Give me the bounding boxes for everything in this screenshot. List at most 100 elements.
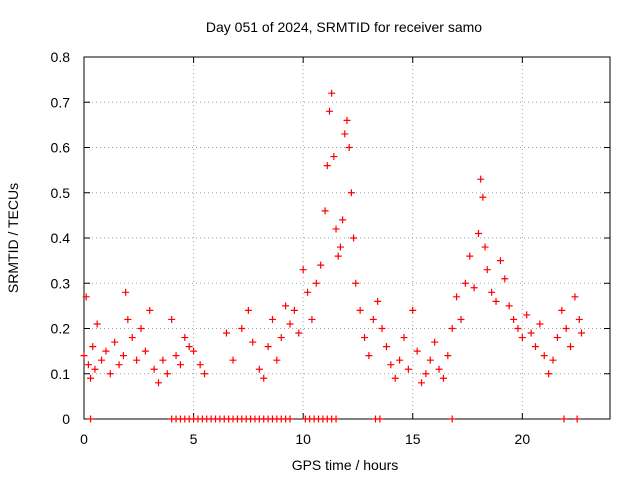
data-point — [461, 279, 469, 287]
y-tick-label: 0.5 — [51, 185, 71, 201]
data-point — [562, 325, 570, 332]
data-point — [282, 302, 290, 310]
y-tick-labels: 0 0.1 0.2 0.3 0.4 0.5 0.6 0.7 0.8 — [51, 49, 71, 427]
data-point — [84, 361, 92, 369]
data-point — [457, 315, 465, 323]
data-point — [560, 415, 568, 423]
data-point — [540, 352, 548, 360]
data-point — [514, 325, 522, 332]
data-point — [185, 343, 193, 351]
x-tick-label: 5 — [190, 431, 198, 447]
data-point — [106, 370, 114, 378]
axis-ticks — [83, 56, 610, 420]
data-point — [124, 315, 132, 323]
data-point — [244, 306, 252, 314]
data-point — [549, 356, 557, 364]
data-point — [308, 315, 316, 323]
data-point — [413, 347, 421, 355]
data-points — [80, 89, 586, 423]
data-point — [312, 279, 320, 287]
data-point — [255, 365, 263, 373]
data-point — [332, 225, 340, 233]
data-point — [510, 315, 518, 323]
data-point — [426, 356, 434, 364]
data-point — [453, 293, 461, 301]
data-point — [466, 252, 474, 260]
data-point — [571, 293, 579, 301]
data-point — [102, 347, 110, 355]
data-point — [501, 275, 509, 283]
data-point — [418, 379, 426, 387]
data-point — [260, 374, 268, 382]
data-point — [98, 356, 106, 364]
data-point — [150, 365, 158, 373]
data-point — [448, 325, 456, 332]
data-point — [391, 374, 399, 382]
data-point — [87, 415, 95, 423]
data-point — [470, 284, 478, 292]
x-axis-label: GPS time / hours — [292, 457, 399, 473]
data-point — [115, 361, 123, 369]
data-point — [325, 107, 333, 115]
plot-frame — [83, 56, 611, 420]
data-point — [229, 356, 237, 364]
data-point — [527, 329, 535, 337]
data-point — [496, 257, 504, 265]
chart-title: Day 051 of 2024, SRMTID for receiver sam… — [206, 19, 482, 35]
grid-lines — [84, 57, 610, 419]
y-tick-label: 0.2 — [51, 321, 71, 337]
data-point — [382, 343, 390, 351]
data-point — [249, 338, 257, 346]
data-point — [330, 153, 338, 161]
data-point — [396, 356, 404, 364]
data-point — [290, 306, 298, 314]
data-point — [435, 365, 443, 373]
y-tick-label: 0.1 — [51, 366, 71, 382]
data-point — [317, 261, 325, 269]
data-point — [128, 334, 136, 342]
data-point — [369, 315, 377, 323]
y-tick-label: 0.8 — [51, 49, 71, 65]
data-point — [268, 315, 276, 323]
x-tick-label: 10 — [295, 431, 311, 447]
data-point — [483, 266, 491, 274]
data-point — [172, 352, 180, 360]
data-point — [89, 343, 97, 351]
data-point — [168, 315, 176, 323]
data-point — [350, 234, 358, 242]
y-tick-label: 0.6 — [51, 140, 71, 156]
data-point — [523, 311, 531, 319]
data-point — [111, 338, 119, 346]
data-point — [374, 297, 382, 305]
data-point — [488, 288, 496, 296]
data-point — [332, 415, 340, 423]
data-point — [299, 266, 307, 274]
data-point — [378, 325, 386, 332]
data-point — [273, 356, 281, 364]
data-point — [345, 144, 353, 151]
data-point — [264, 343, 272, 351]
data-point — [409, 306, 417, 314]
data-point — [505, 302, 513, 310]
data-point — [304, 288, 312, 296]
data-point — [553, 334, 561, 342]
data-point — [82, 293, 90, 301]
data-point — [334, 252, 342, 260]
data-point — [196, 361, 204, 369]
y-tick-label: 0 — [62, 411, 70, 427]
data-point — [141, 347, 149, 355]
data-point — [80, 352, 88, 360]
data-point — [286, 415, 294, 423]
data-point — [347, 189, 355, 197]
data-point — [531, 343, 539, 351]
data-point — [439, 374, 447, 382]
data-point — [222, 329, 230, 337]
y-tick-label: 0.7 — [51, 94, 71, 110]
data-point — [321, 207, 329, 215]
data-point — [163, 370, 171, 378]
data-point — [376, 415, 384, 423]
y-tick-label: 0.3 — [51, 275, 71, 291]
data-point — [323, 162, 331, 170]
x-tick-label: 15 — [405, 431, 421, 447]
